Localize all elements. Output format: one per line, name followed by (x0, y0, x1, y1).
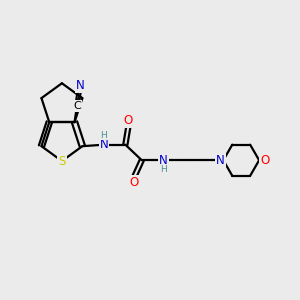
Text: N: N (159, 154, 168, 167)
Text: O: O (260, 154, 269, 167)
Text: C: C (73, 101, 81, 111)
Text: H: H (160, 165, 167, 174)
Text: N: N (76, 79, 84, 92)
Text: O: O (124, 114, 133, 127)
Text: N: N (216, 154, 225, 167)
Text: S: S (58, 154, 66, 167)
Text: N: N (100, 138, 108, 151)
Text: O: O (130, 176, 139, 189)
Text: H: H (100, 130, 107, 140)
